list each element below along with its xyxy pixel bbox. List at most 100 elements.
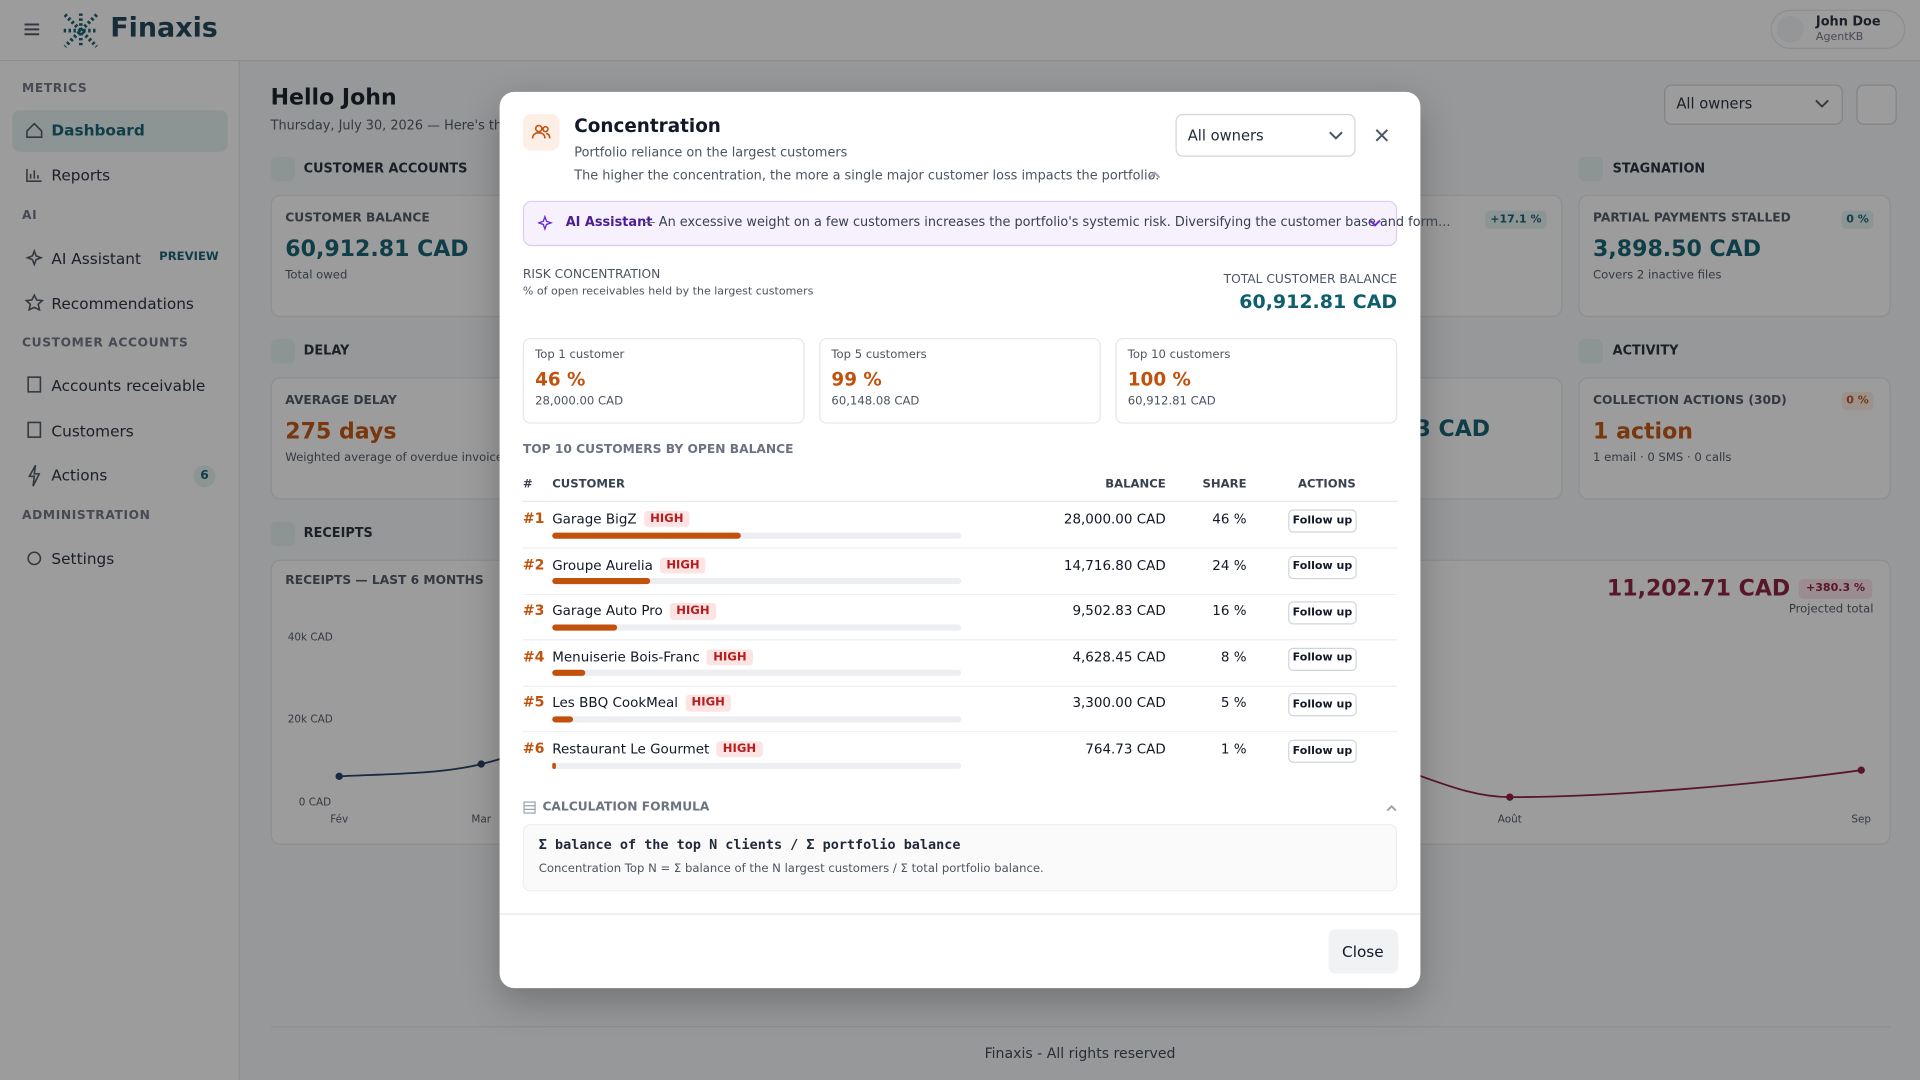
nav-item[interactable]: Actions [51,465,108,485]
share-track [552,532,962,539]
badge-bg [1841,210,1874,229]
badge-bg [1841,391,1874,411]
card-label: Top 1 customer [535,348,625,362]
customer-name: Menuiserie Bois-Franc [552,649,700,666]
customer-name: Garage BigZ [552,511,637,528]
y-label: 0 CAD [298,797,332,810]
user-name: John Doe [1815,14,1881,30]
risk-badge: HIGH [707,649,753,666]
x-label: Fév [330,814,349,827]
modal-owner-label: All owners [1187,127,1264,145]
brand: Finaxis [110,13,218,44]
nav-item[interactable]: AI Assistant [51,249,142,268]
section-title: DELAY [303,343,350,359]
nav-item[interactable]: Accounts receivable [51,376,206,395]
nav-item[interactable]: Recommendations [51,294,194,313]
kpi-note: Weighted average of overdue invoices [285,450,510,465]
kpi-value: 3 CAD [1415,416,1491,443]
modal-subtitle: Portfolio reliance on the largest custom… [574,145,848,161]
nav-section: METRICS [22,82,88,96]
x-label: Sep [1851,814,1872,827]
expand-icon[interactable] [1369,218,1381,228]
rank: #3 [522,601,545,619]
card-label: Top 5 customers [831,348,927,362]
total-label: TOTAL CUSTOMER BALANCE [1223,273,1398,287]
balance: 14,716.80 CAD [1063,557,1166,574]
ai-dash: — [642,215,656,230]
nav-item[interactable]: Settings [51,549,115,568]
refresh-button[interactable] [1856,84,1897,125]
share: 8 % [1220,649,1247,666]
close-x[interactable] [1375,129,1389,142]
share: 24 % [1212,557,1247,574]
kpi-label: CUSTOMER BALANCE [285,211,430,226]
ai-banner[interactable] [522,200,1398,247]
formula-expression: Σ balance of the top N clients / Σ portf… [538,836,961,853]
kpi-value: 60,912.81 CAD [285,236,469,263]
modal-owner-select[interactable] [1175,113,1356,157]
follow-up-button[interactable] [1288,601,1357,625]
section-title: ACTIVITY [1612,343,1679,359]
risk-badge: HIGH [685,695,732,712]
user-role: AgentKB [1815,31,1864,44]
row-rule [522,639,1398,641]
kpi-note: Covers 2 inactive files [1593,268,1722,283]
share-track [552,670,962,677]
owner-select[interactable] [1664,84,1843,125]
kpi-badge: 0 % [1846,395,1869,408]
follow-up-label: Follow up [1292,514,1353,527]
share-bar [552,670,585,677]
share-track [552,624,962,631]
share-bar [552,762,557,769]
section-icon [270,339,296,364]
menu-button[interactable] [23,21,40,38]
sidebar [0,61,240,1080]
nav-item[interactable]: Customers [51,421,134,441]
kpi-label: PARTIAL PAYMENTS STALLED [1593,211,1791,226]
nav-item[interactable]: Reports [51,165,111,185]
follow-up-label: Follow up [1292,698,1353,711]
kpi-value: 275 days [285,419,397,445]
total-value: 60,912.81 CAD [1239,291,1398,314]
count-badge-bg [193,465,216,488]
card-amount: 28,000.00 CAD [535,394,624,409]
chart-title: RECEIPTS — LAST 6 MONTHS [285,574,484,588]
rank: #5 [522,693,545,711]
rank: #4 [522,647,545,665]
nav-section: AI [22,209,38,223]
modal-footer-rule [499,913,1421,915]
header-rule [522,500,1398,503]
section-icon [1578,156,1603,182]
close-button[interactable] [1328,929,1399,974]
column-header: SHARE [1202,477,1247,492]
kpi-badge: +17.1 % [1490,213,1542,227]
row-rule [522,685,1398,687]
concentration-card [819,337,1101,424]
concentration-card [522,337,805,424]
modal-icon [522,113,560,151]
owner-select-label: All owners [1676,95,1753,113]
card-pct: 99 % [831,368,882,391]
follow-up-button[interactable] [1288,693,1357,717]
card-amount: 60,912.81 CAD [1127,394,1216,409]
formula-icon [523,801,536,814]
share: 1 % [1220,741,1247,758]
follow-up-label: Follow up [1292,560,1353,573]
nav-item[interactable]: Dashboard [51,120,145,139]
collapse-icon[interactable] [1149,170,1161,180]
column-header: CUSTOMER [552,477,625,492]
date-line: Thursday, July 30, 2026 — Here's the st [270,118,526,134]
x-label: Mar [471,814,492,827]
follow-up-button[interactable] [1288,509,1357,533]
collapse-icon[interactable] [1386,804,1397,812]
ai-text: An excessive weight on a few customers i… [658,215,1451,230]
follow-up-button[interactable] [1288,739,1357,763]
nav-active [12,110,228,152]
follow-up-button[interactable] [1288,647,1357,671]
greeting: Hello John [270,84,397,111]
card-amount: 60,148.08 CAD [831,394,920,409]
follow-up-label: Follow up [1292,606,1353,619]
risk-badge: HIGH [660,557,706,574]
follow-up-button[interactable] [1288,555,1357,579]
